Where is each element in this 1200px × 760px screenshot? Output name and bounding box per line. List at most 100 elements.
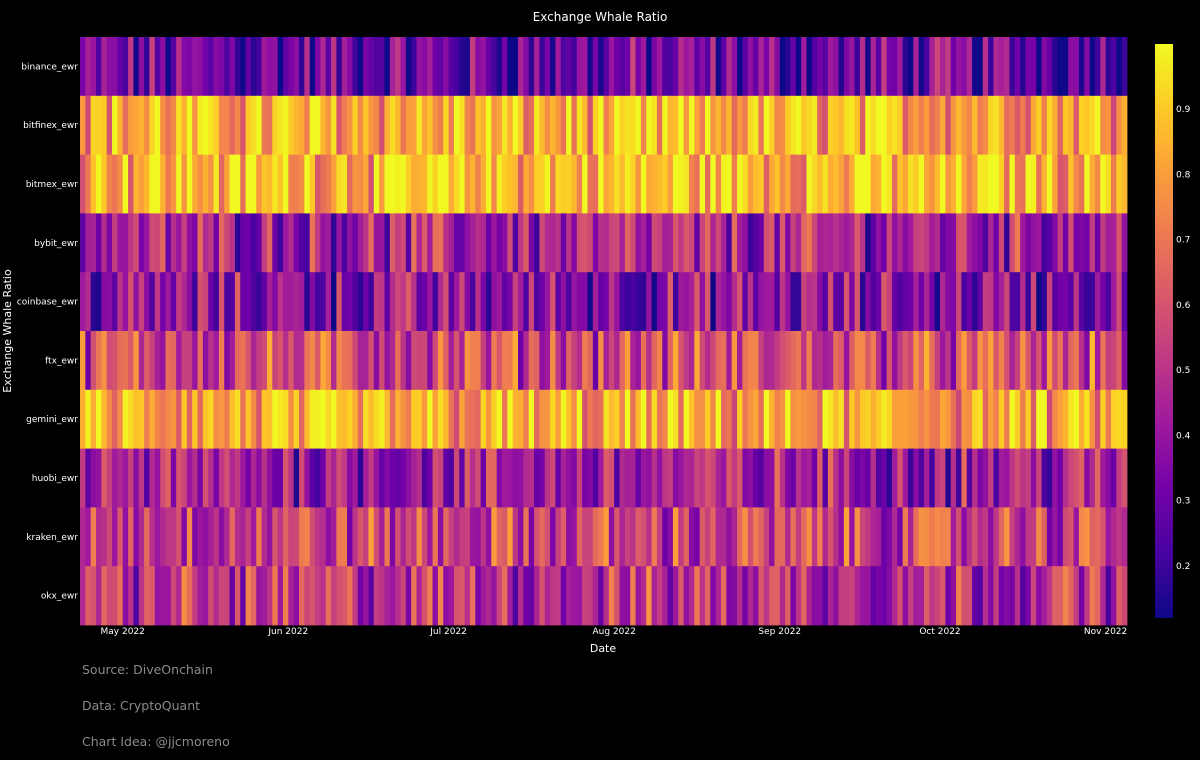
heatmap-cell xyxy=(966,95,973,155)
heatmap-cell xyxy=(619,389,626,449)
heatmap-cell xyxy=(347,566,353,626)
heatmap-cell xyxy=(833,507,839,567)
heatmap-cell xyxy=(1036,448,1042,508)
heatmap-cell xyxy=(421,389,428,449)
heatmap-cell xyxy=(250,389,257,449)
heatmap-cell xyxy=(576,37,583,97)
heatmap-cell xyxy=(90,154,97,214)
heatmap-cell xyxy=(149,566,156,626)
heatmap-cell xyxy=(1078,154,1085,214)
heatmap-cell xyxy=(801,331,807,391)
heatmap-cell xyxy=(737,37,743,97)
heatmap-cell xyxy=(795,389,802,449)
heatmap-cell xyxy=(464,331,471,391)
heatmap-cell xyxy=(785,448,791,508)
heatmap-cell xyxy=(496,213,503,273)
heatmap-cell xyxy=(667,331,674,391)
heatmap-cell xyxy=(1062,95,1069,155)
heatmap-cell xyxy=(138,272,145,332)
heatmap-cell xyxy=(929,95,936,155)
heatmap-cell xyxy=(785,213,791,273)
heatmap-cell xyxy=(688,389,695,449)
heatmap-cell xyxy=(85,566,92,626)
heatmap-cell xyxy=(106,331,113,391)
heatmap-cell xyxy=(790,272,797,332)
heatmap-cell xyxy=(518,448,524,508)
heatmap-cell xyxy=(432,448,439,508)
heatmap-cell xyxy=(325,272,332,332)
heatmap-cell xyxy=(806,154,813,214)
heatmap-cell xyxy=(421,448,428,508)
heatmap-cell xyxy=(592,331,599,391)
heatmap-cell xyxy=(405,448,412,508)
heatmap-cell xyxy=(694,213,701,273)
heatmap-cell xyxy=(154,272,161,332)
heatmap-cell xyxy=(299,448,305,508)
heatmap-cell xyxy=(277,95,284,155)
heatmap-cell xyxy=(753,37,759,97)
heatmap-cell xyxy=(229,507,236,567)
heatmap-cell xyxy=(662,331,668,391)
heatmap-cell xyxy=(683,95,690,155)
heatmap-cell xyxy=(288,331,295,391)
heatmap-cell xyxy=(368,37,375,97)
heatmap-cell xyxy=(277,331,284,391)
heatmap-cell xyxy=(940,389,946,449)
heatmap-cell xyxy=(1073,566,1080,626)
heatmap-cell xyxy=(603,448,610,508)
heatmap-cell xyxy=(822,37,829,97)
heatmap-cell xyxy=(250,154,257,214)
heatmap-cell xyxy=(293,95,300,155)
heatmap-cell xyxy=(630,331,636,391)
heatmap-cell xyxy=(192,272,198,332)
colorbar-tick-label: 0.4 xyxy=(1176,431,1191,441)
heatmap-cell xyxy=(875,331,882,391)
heatmap-cell xyxy=(640,37,647,97)
heatmap-cell xyxy=(859,95,866,155)
heatmap-cell xyxy=(897,448,904,508)
heatmap-cell xyxy=(886,213,893,273)
heatmap-cell xyxy=(459,37,466,97)
heatmap-cell xyxy=(972,389,978,449)
y-tick-label: bitmex_ewr xyxy=(26,180,79,190)
heatmap-cell xyxy=(769,37,775,97)
heatmap-cell xyxy=(485,37,492,97)
heatmap-cell xyxy=(160,154,166,214)
heatmap-cell xyxy=(176,37,182,97)
heatmap-cell xyxy=(560,448,567,508)
heatmap-cell xyxy=(635,37,642,97)
heatmap-cell xyxy=(1105,566,1112,626)
heatmap-cell xyxy=(918,566,925,626)
heatmap-cell xyxy=(801,213,807,273)
heatmap-cell xyxy=(245,154,252,214)
heatmap-cell xyxy=(1057,448,1064,508)
heatmap-cell xyxy=(309,389,316,449)
heatmap-cell xyxy=(891,213,898,273)
heatmap-cell xyxy=(726,507,733,567)
heatmap-cell xyxy=(619,37,626,97)
colorbar-tick-label: 0.8 xyxy=(1176,171,1191,181)
heatmap-cell xyxy=(320,37,327,97)
heatmap-cell xyxy=(507,154,514,214)
heatmap-cell xyxy=(122,272,129,332)
heatmap-cell xyxy=(186,448,193,508)
heatmap-cell xyxy=(288,154,295,214)
heatmap-cell xyxy=(907,507,914,567)
heatmap-cell xyxy=(1009,331,1016,391)
heatmap-cell xyxy=(229,389,236,449)
heatmap-cell xyxy=(395,566,401,626)
heatmap-cell xyxy=(427,448,433,508)
chart: Exchange Whale Ratio binance_ewrbitfinex… xyxy=(1,10,1191,655)
heatmap-cell xyxy=(475,566,482,626)
heatmap-cell xyxy=(170,95,177,155)
heatmap-cell xyxy=(619,272,626,332)
heatmap-cell xyxy=(453,95,460,155)
heatmap-cell xyxy=(1062,272,1069,332)
heatmap-cell xyxy=(683,213,690,273)
heatmap-cell xyxy=(608,507,615,567)
heatmap-cell xyxy=(480,272,487,332)
heatmap-cell xyxy=(400,389,407,449)
heatmap-cell xyxy=(405,95,412,155)
heatmap-cell xyxy=(811,37,818,97)
heatmap-cell xyxy=(592,95,599,155)
